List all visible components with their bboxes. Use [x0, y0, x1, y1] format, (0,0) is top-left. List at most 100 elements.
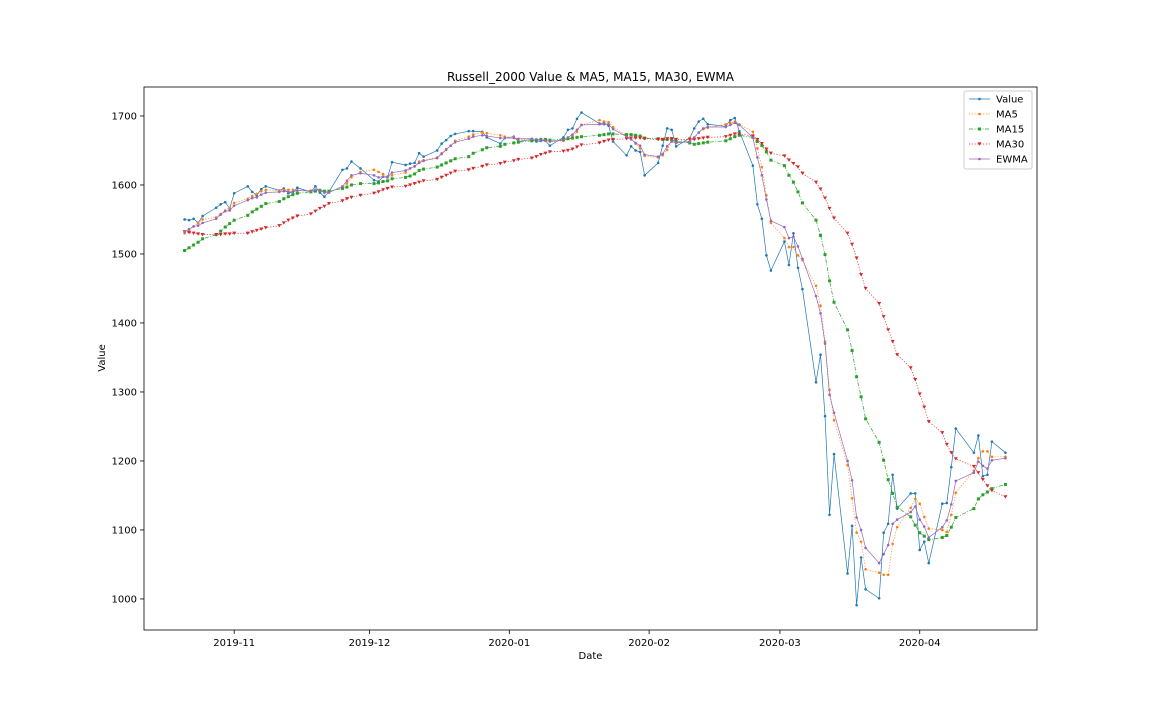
data-point-value	[986, 473, 989, 477]
data-point-ewma	[232, 204, 236, 207]
data-point-ma5	[602, 120, 606, 123]
data-point-ewma	[408, 167, 412, 170]
data-point-ewma	[729, 123, 732, 127]
data-point-ma30	[705, 135, 710, 140]
data-point-ewma	[503, 136, 507, 140]
data-point-ma15	[255, 207, 259, 211]
data-point-ma30	[859, 273, 864, 277]
data-point-ma15	[949, 525, 953, 529]
data-point-ma15	[909, 515, 913, 519]
data-point-ma30	[913, 377, 918, 382]
data-point-value	[832, 452, 836, 456]
data-point-ma15	[913, 523, 917, 527]
data-point-ma5	[390, 174, 394, 177]
data-point-value	[444, 138, 448, 142]
data-point-ma30	[466, 168, 471, 172]
data-point-ma30	[701, 136, 706, 140]
data-point-ma5	[201, 218, 204, 221]
data-point-ma15	[467, 155, 471, 159]
plot-frame	[143, 86, 1038, 631]
data-point-ma15	[566, 137, 570, 141]
data-point-ewma	[859, 528, 863, 532]
data-point-ewma	[449, 144, 452, 147]
data-point-ewma	[891, 522, 894, 526]
data-point-value	[404, 163, 407, 167]
legend-box	[963, 90, 1033, 170]
data-point-ma15	[358, 182, 362, 186]
data-point-ewma	[598, 122, 601, 126]
data-point-ewma	[390, 171, 394, 174]
data-point-ewma	[575, 128, 579, 132]
data-point-value	[571, 127, 574, 130]
data-point-ma30	[814, 180, 819, 185]
data-point-ewma	[724, 125, 728, 129]
data-point-ma15	[895, 505, 899, 509]
data-point-ewma	[381, 175, 385, 178]
data-point-value	[882, 531, 885, 535]
data-point-ewma	[467, 137, 471, 141]
data-point-ma30	[502, 160, 507, 165]
data-point-value	[629, 145, 633, 148]
data-point-value	[359, 167, 362, 170]
data-point-ma5	[909, 506, 913, 510]
data-point-value	[913, 492, 917, 495]
data-point-ewma	[350, 174, 353, 177]
data-point-value	[765, 254, 768, 257]
data-point-ma5	[814, 284, 818, 288]
data-point-ewma	[823, 342, 827, 345]
data-point-ma15	[250, 210, 254, 214]
data-point-ma15	[918, 531, 922, 535]
data-point-ma30	[638, 136, 643, 140]
data-point-value	[580, 111, 583, 114]
data-point-ewma	[435, 156, 439, 160]
data-point-value	[922, 540, 926, 543]
data-point-ewma	[625, 135, 628, 138]
data-point-ma5	[471, 133, 475, 136]
data-point-ma30	[498, 161, 503, 166]
data-point-ma15	[192, 243, 196, 247]
data-point-ma30	[980, 477, 985, 482]
data-point-ewma	[855, 516, 858, 519]
legend-item-value: Value	[969, 95, 1023, 106]
data-point-ewma	[201, 221, 204, 225]
data-point-ewma	[882, 552, 885, 556]
data-point-ma30	[953, 457, 958, 461]
data-point-value	[859, 556, 863, 559]
data-point-ma15	[440, 163, 444, 167]
data-point-ma30	[390, 185, 395, 189]
data-point-ewma	[783, 225, 786, 229]
data-point-ma30	[317, 206, 322, 211]
legend-marker-ma5	[978, 112, 981, 116]
data-point-ma15	[291, 193, 295, 197]
data-point-ewma	[819, 312, 822, 315]
data-point-ma30	[245, 231, 250, 236]
data-point-ma30	[376, 190, 381, 194]
legend-marker-ma30	[977, 142, 982, 146]
data-point-ewma	[444, 148, 448, 152]
data-point-ewma	[765, 198, 768, 201]
chart-title: Russell_2000 Value & MA5, MA15, MA30, EW…	[447, 70, 735, 84]
data-point-ma30	[669, 137, 674, 141]
data-point-value	[674, 145, 678, 148]
data-point-ewma	[760, 174, 764, 177]
data-point-ma5	[950, 513, 953, 517]
data-point-ma15	[976, 497, 980, 501]
data-point-ma5	[977, 456, 980, 460]
data-point-ma30	[412, 181, 417, 186]
data-point-value	[467, 129, 471, 133]
data-point-value	[413, 161, 416, 165]
data-point-ma5	[611, 125, 615, 129]
data-point-ma15	[295, 191, 299, 195]
data-point-value	[656, 161, 660, 165]
data-point-ma5	[196, 221, 200, 225]
series-ma15	[183, 132, 1007, 542]
data-point-ma15	[408, 174, 412, 178]
data-point-ma30	[881, 315, 886, 319]
data-point-ma15	[530, 139, 534, 143]
data-point-ewma	[886, 543, 890, 547]
data-point-value	[769, 269, 773, 272]
data-point-ewma	[656, 155, 660, 158]
data-point-ewma	[512, 136, 516, 140]
data-point-ma30	[408, 183, 413, 187]
data-point-ma30	[728, 133, 733, 138]
